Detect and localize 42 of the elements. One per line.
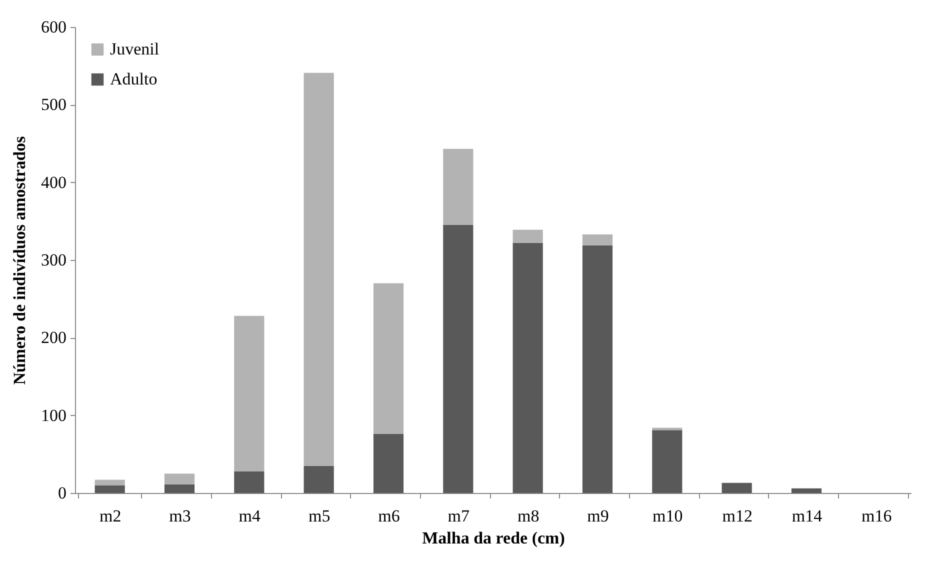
x-tick-label: m5 — [308, 506, 330, 526]
y-tick-label: 0 — [58, 484, 66, 502]
bar — [443, 225, 474, 493]
y-axis-title: Número de indivíduos amostrados — [10, 136, 29, 385]
bar — [304, 466, 334, 493]
x-tick-label: m14 — [792, 506, 823, 526]
y-tick-label: 300 — [41, 250, 66, 270]
x-tick-label: m9 — [587, 506, 609, 526]
bar — [373, 283, 404, 434]
x-tick-label: m6 — [378, 506, 400, 526]
x-tick-label: m4 — [238, 506, 262, 526]
bar — [652, 430, 682, 493]
legend-label: Adulto — [110, 70, 158, 88]
x-tick-label: m7 — [448, 506, 470, 526]
bar — [164, 474, 195, 484]
bar — [94, 480, 125, 486]
y-tick-label: 600 — [41, 18, 66, 36]
x-tick-label: m2 — [99, 506, 122, 526]
bar — [791, 488, 822, 493]
legend-label: Juvenil — [110, 40, 160, 58]
bar — [582, 245, 613, 493]
bar — [512, 230, 543, 243]
bar — [443, 148, 474, 226]
bar — [582, 234, 613, 246]
x-tick-label: m3 — [169, 506, 191, 526]
x-tick-label: m12 — [722, 506, 752, 526]
y-tick-label: 100 — [41, 406, 66, 425]
bar — [234, 316, 264, 472]
bar — [164, 484, 195, 493]
bar — [304, 72, 334, 466]
bar — [234, 471, 264, 493]
y-tick-label: 200 — [41, 328, 66, 348]
bar — [94, 485, 125, 493]
y-tick-label: 500 — [41, 95, 66, 114]
x-tick-label: m10 — [652, 506, 683, 526]
bar — [512, 242, 543, 493]
bar — [722, 482, 752, 493]
y-tick-label: 400 — [41, 172, 66, 192]
x-tick-label: m8 — [517, 506, 540, 526]
x-tick-label: m16 — [862, 506, 892, 526]
bar — [373, 434, 404, 493]
x-axis-title: Malha da rede (cm) — [422, 528, 565, 548]
